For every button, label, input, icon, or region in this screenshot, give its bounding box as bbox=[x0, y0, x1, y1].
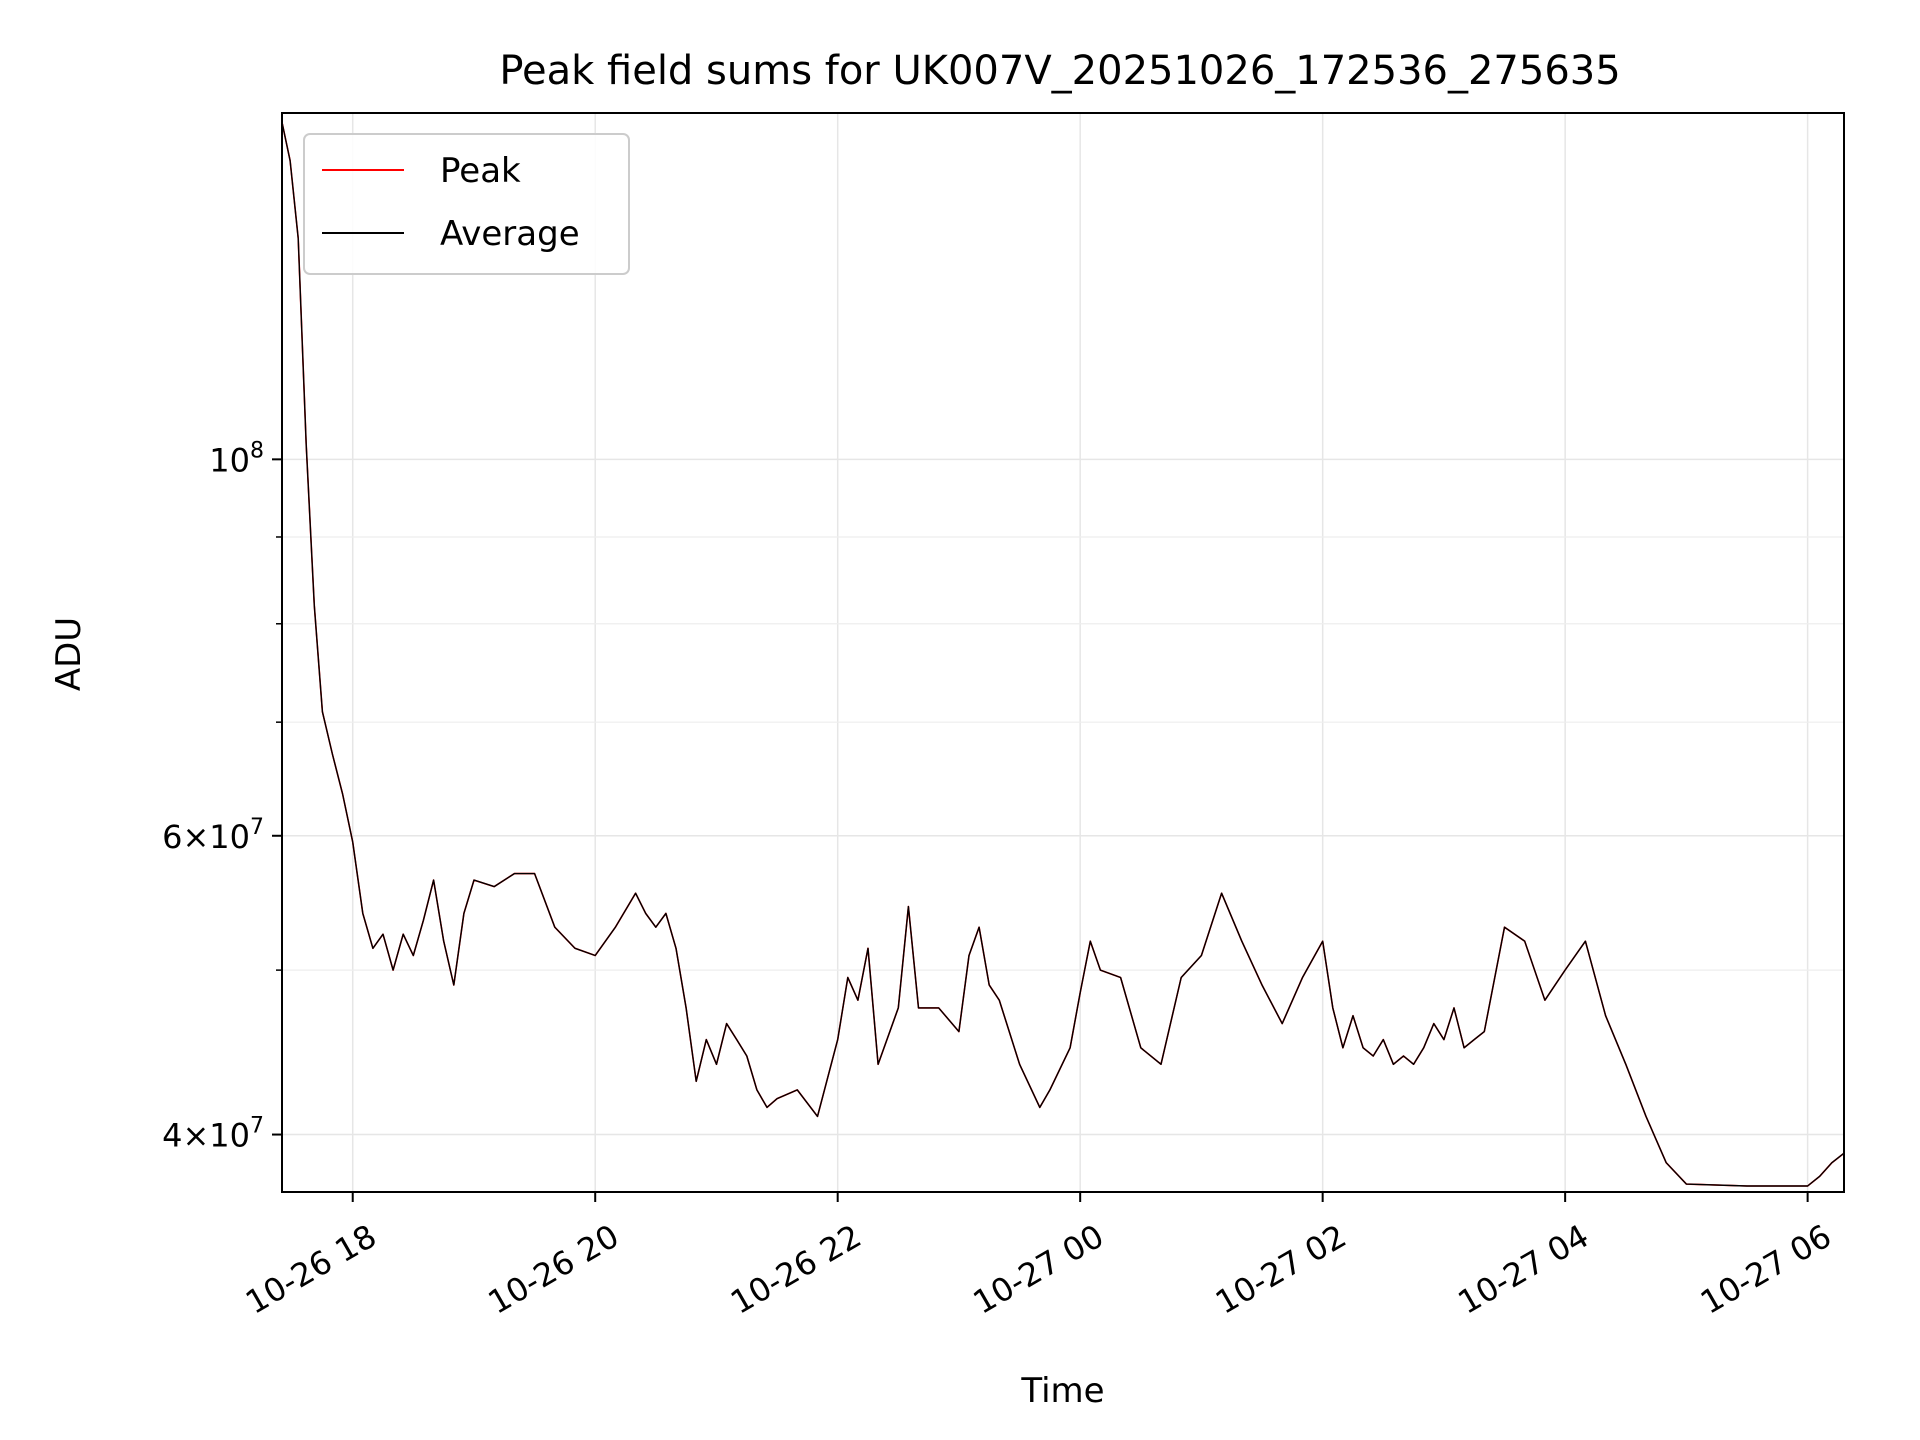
y-axis: 4×107 6×107 108 bbox=[162, 438, 282, 1155]
plot-area bbox=[281, 122, 1845, 1187]
y-tick-label: 6×107 bbox=[162, 815, 264, 856]
y-tick-label: 108 bbox=[209, 438, 264, 479]
legend-label-average: Average bbox=[440, 214, 580, 254]
x-axis-label: Time bbox=[1020, 1371, 1104, 1411]
legend: Peak Average bbox=[303, 133, 630, 275]
legend-label-peak: Peak bbox=[440, 151, 521, 191]
y-axis-label: ADU bbox=[49, 617, 89, 691]
chart-title: Peak field sums for UK007V_20251026_1725… bbox=[499, 48, 1620, 94]
series-line-average bbox=[281, 122, 1845, 1187]
axes-frame bbox=[281, 112, 1845, 1193]
y-tick-label: 4×107 bbox=[162, 1114, 264, 1155]
grid bbox=[282, 113, 1844, 1192]
